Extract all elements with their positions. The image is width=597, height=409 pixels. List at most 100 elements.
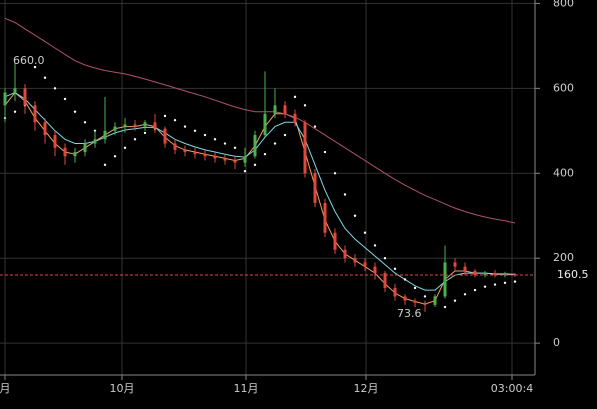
sar-dot [313,125,317,128]
last-price-box [537,266,597,283]
sar-dot [303,104,307,107]
y-tick-label: 600 [553,81,574,94]
indicator-line [4,17,516,224]
candle-body [73,152,77,157]
candle-body [43,122,47,136]
candle-body [343,249,347,259]
candle-body [93,139,97,144]
sar-dot [363,231,367,234]
candle-body [483,273,487,276]
y-tick-label: 200 [553,251,574,264]
x-tick-label: 12月 [354,382,379,395]
candle-body [103,130,107,140]
sar-dot [13,110,17,113]
sar-dot [293,95,297,99]
x-tick-label: 03:00:4 [491,382,533,395]
sar-dot [473,288,477,292]
candle-body [243,156,247,163]
candle-body [373,266,377,274]
candle-body [463,266,467,271]
candle-body [263,113,267,136]
candle-body [283,105,287,114]
candle-body [403,296,407,301]
sar-dot [403,278,407,281]
candle-body [333,232,337,250]
candle-body [433,296,437,305]
sar-dot [183,125,187,128]
sar-dot [193,129,197,133]
sar-dot [273,142,277,145]
max-label: 660.0 [13,54,45,67]
candle-body [273,105,277,114]
sar-dot [123,146,127,149]
sar-dot [83,121,87,124]
candle-body [493,273,497,276]
candle-body [303,122,307,174]
sar-dot [253,163,257,166]
sar-dot [203,133,207,137]
candle-body [3,92,7,106]
sar-dot [373,244,377,247]
x-tick-label: 10月 [110,382,135,395]
sar-dot [113,155,117,158]
candle-body [123,124,127,127]
y-tick-label: 400 [553,166,574,179]
sar-dot [503,281,507,285]
last-price-label: 160.5 [557,268,589,281]
candle-body [323,203,327,233]
sar-dot [33,65,37,69]
sar-dot [483,285,487,288]
candle-body [13,88,17,93]
sar-dot [103,163,107,166]
sar-dot [233,146,237,149]
sar-dot [513,280,517,283]
sar-dot [143,131,147,135]
candle-body [183,149,187,153]
candle-body [143,122,147,127]
sar-dot [73,110,77,113]
candle-body [163,128,167,144]
sar-dot [383,257,387,260]
sar-dot [283,133,287,137]
candle-body [53,135,57,148]
sar-dot [323,150,327,154]
sar-dot [53,87,57,90]
candle-body [33,105,37,123]
candle-body [313,173,317,204]
candle-body [423,302,427,305]
x-tick-label: 11月 [234,382,259,395]
candle-body [83,143,87,153]
min-label: 73.6 [397,307,422,320]
sar-dot [163,114,167,118]
indicator-line [4,92,516,291]
candle-body [193,152,197,155]
sar-dot [173,118,177,122]
candle-body [453,262,457,267]
sar-dot [43,76,47,79]
sar-dot [213,138,217,141]
candle-body [203,154,207,157]
candle-body [473,270,477,276]
candle-body [393,287,397,297]
x-tick-label: 月 [0,382,11,395]
candle-body [63,147,67,157]
sar-dot [243,169,247,173]
sar-dot [353,214,357,217]
y-tick-label: 0 [553,336,560,349]
sar-dot [463,293,467,296]
candle-body [383,273,387,288]
candle-body [413,300,417,303]
candle-body [133,124,137,127]
candle-body [293,113,297,123]
candle-body [113,126,117,131]
sar-dot [63,97,67,101]
candle-body [23,88,27,106]
sar-dot [133,138,137,141]
candle-body [443,262,447,297]
candle-body [223,158,227,161]
candle-body [363,262,367,267]
y-tick-label: 800 [553,0,574,9]
sar-dot [263,152,267,156]
sar-dot [453,299,457,302]
